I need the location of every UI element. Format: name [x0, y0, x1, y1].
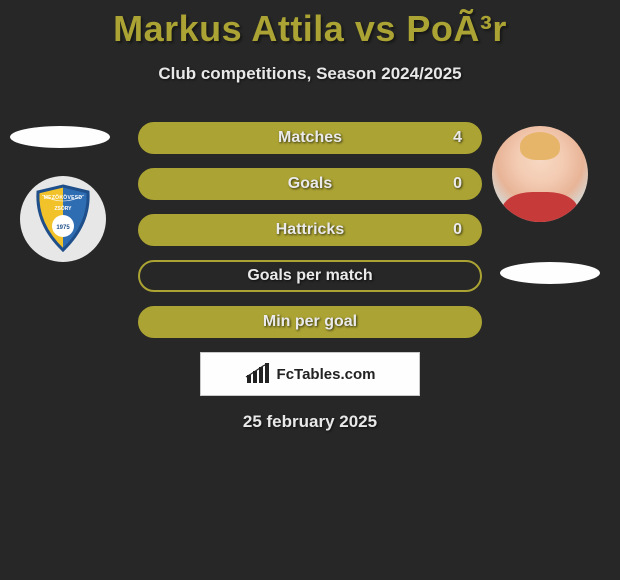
subtitle: Club competitions, Season 2024/2025	[0, 64, 620, 84]
stat-row-hattricks: Hattricks 0	[138, 214, 482, 246]
svg-text:ZSÓRY: ZSÓRY	[54, 204, 72, 212]
stats-list: Matches 4 Goals 0 Hattricks 0 Goals per …	[138, 122, 482, 432]
player-right-photo	[492, 126, 588, 222]
stat-label: Matches	[278, 129, 342, 147]
date-label: 25 february 2025	[138, 412, 482, 432]
shield-icon: 1975 MEZŐKÖVESD ZSÓRY	[32, 184, 94, 254]
stat-value: 0	[453, 221, 462, 239]
stat-label: Hattricks	[276, 221, 344, 239]
brand-badge: FcTables.com	[200, 352, 420, 396]
stat-label: Goals	[288, 175, 332, 193]
svg-text:MEZŐKÖVESD: MEZŐKÖVESD	[44, 194, 83, 201]
stat-label: Min per goal	[263, 313, 357, 331]
left-ellipse-decoration	[10, 126, 110, 148]
page-title: Markus Attila vs PoÃ³r	[0, 0, 620, 50]
stat-row-matches: Matches 4	[138, 122, 482, 154]
right-ellipse-decoration	[500, 262, 600, 284]
svg-text:1975: 1975	[56, 225, 70, 231]
brand-text: FcTables.com	[277, 366, 376, 383]
stat-row-min-per-goal: Min per goal	[138, 306, 482, 338]
stat-label: Goals per match	[247, 267, 372, 285]
bar-chart-icon	[245, 363, 271, 385]
stat-row-goals: Goals 0	[138, 168, 482, 200]
stat-value: 0	[453, 175, 462, 193]
player-left-club-badge: 1975 MEZŐKÖVESD ZSÓRY	[20, 176, 106, 262]
stat-value: 4	[453, 129, 462, 147]
stat-row-goals-per-match: Goals per match	[138, 260, 482, 292]
